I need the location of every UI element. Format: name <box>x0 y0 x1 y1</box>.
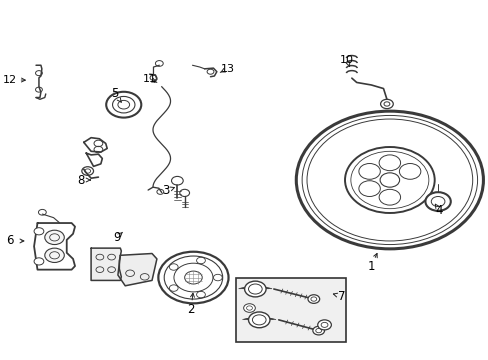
Text: 13: 13 <box>220 64 234 74</box>
Circle shape <box>317 320 331 330</box>
Text: 3: 3 <box>162 184 169 197</box>
Circle shape <box>106 92 141 118</box>
Circle shape <box>243 304 255 312</box>
Circle shape <box>45 248 64 262</box>
Circle shape <box>158 252 228 303</box>
Circle shape <box>312 326 324 335</box>
Text: 7: 7 <box>338 290 345 303</box>
Text: 9: 9 <box>113 231 121 244</box>
Text: 10: 10 <box>339 55 353 65</box>
Text: 12: 12 <box>2 75 17 85</box>
Text: 6: 6 <box>6 234 14 247</box>
Text: 5: 5 <box>111 87 119 100</box>
Circle shape <box>34 258 44 265</box>
Circle shape <box>425 192 450 211</box>
Circle shape <box>248 312 269 328</box>
Bar <box>235 278 345 342</box>
Text: 2: 2 <box>187 303 194 316</box>
Polygon shape <box>91 248 121 280</box>
Circle shape <box>34 228 44 235</box>
Text: 4: 4 <box>435 204 443 217</box>
Text: 1: 1 <box>367 260 374 273</box>
Circle shape <box>244 281 265 297</box>
Circle shape <box>45 230 64 244</box>
Circle shape <box>345 147 434 213</box>
Text: 11: 11 <box>142 74 156 84</box>
Polygon shape <box>118 253 157 286</box>
Circle shape <box>307 295 319 303</box>
Text: 8: 8 <box>78 174 85 186</box>
